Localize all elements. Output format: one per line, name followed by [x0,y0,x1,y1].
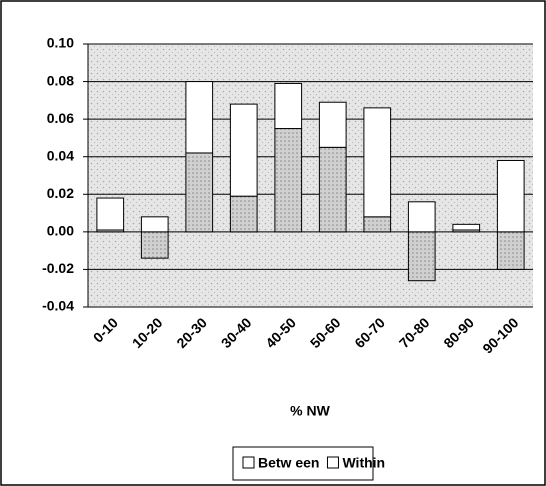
bar [274,82,303,130]
bar [140,231,169,259]
bar [274,128,303,233]
y-tick-label: 0.02 [47,185,74,201]
bar [318,101,347,148]
plot-area [88,44,533,307]
bar [185,152,214,233]
bar [407,201,436,233]
bar [140,216,169,233]
bar [407,231,436,282]
bar [363,216,392,233]
y-tick-label: 0.10 [47,35,74,51]
legend-label: Within [342,455,385,471]
y-tick-label: 0.00 [47,223,74,239]
legend-swatch [326,456,339,469]
bar [229,195,258,233]
bar [185,81,214,154]
bar [496,231,525,270]
bar [363,107,392,218]
bar [96,197,125,231]
legend-label: Betw een [258,455,319,471]
y-tick-label: 0.04 [47,147,74,163]
x-axis-label: % NW [290,403,330,419]
y-tick-label: 0.08 [47,72,74,88]
legend-swatch [242,456,255,469]
bar [229,103,258,197]
bar [496,159,525,233]
y-tick-label: -0.02 [42,260,74,276]
y-tick-label: -0.04 [42,298,74,314]
legend-box [232,446,374,481]
y-tick-label: 0.06 [47,110,74,126]
bar [318,146,347,233]
bar [452,223,481,231]
